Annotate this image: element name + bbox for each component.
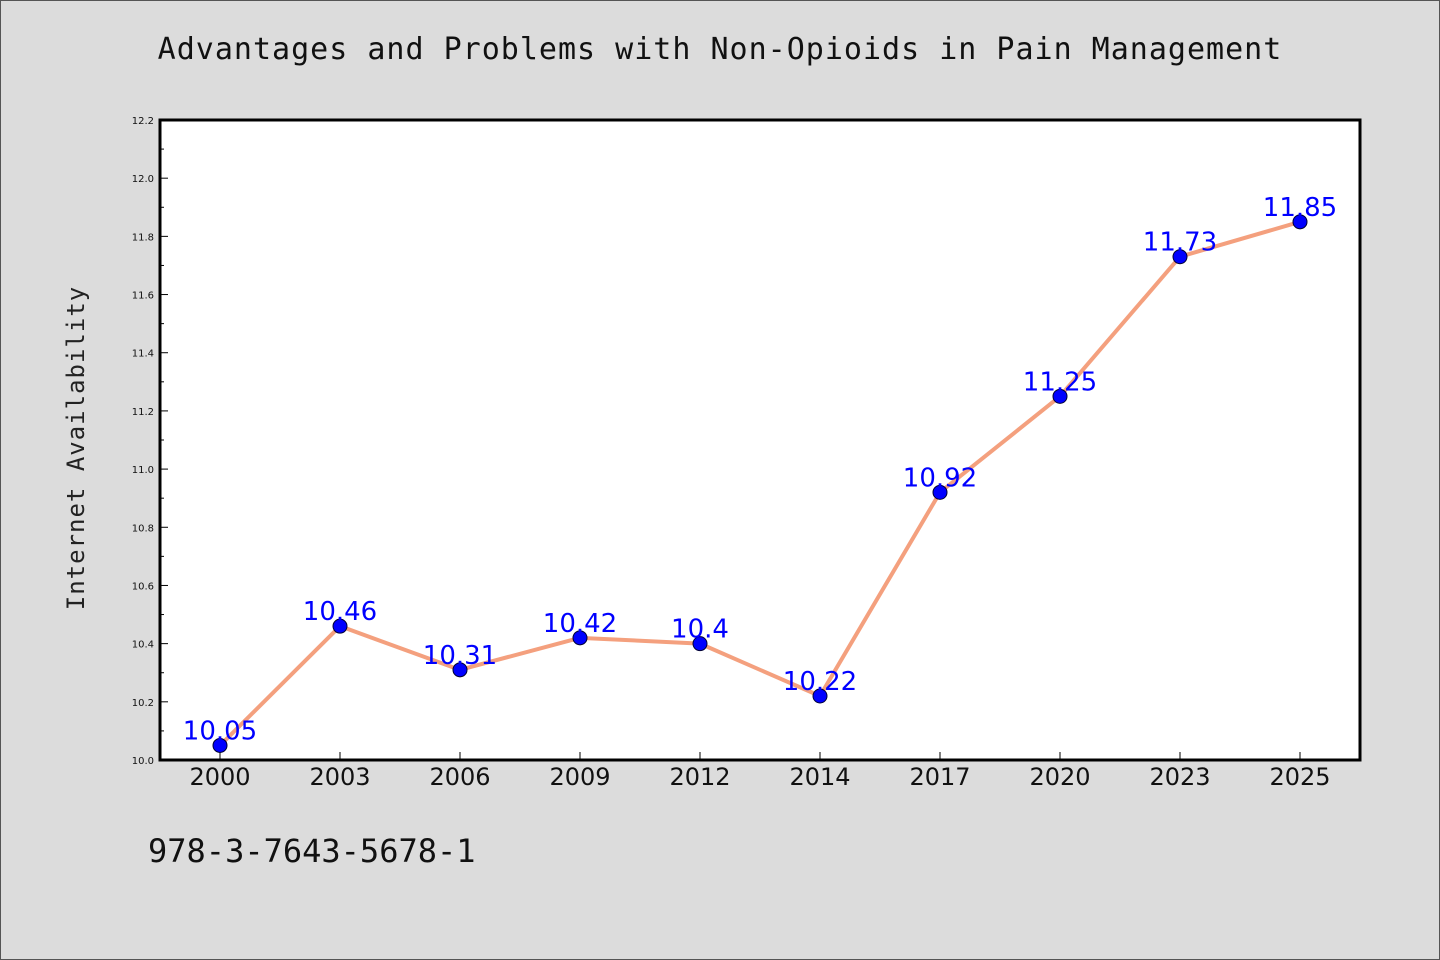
data-label: 11.85: [1263, 193, 1337, 223]
x-tick-label: 2012: [669, 763, 730, 791]
data-point: [812, 688, 828, 704]
x-tick-label: 2003: [309, 763, 370, 791]
data-point: [692, 636, 708, 652]
data-label: 10.05: [183, 716, 257, 746]
y-tick-label: 11.0: [132, 465, 154, 476]
x-tick-label: 2020: [1029, 763, 1090, 791]
y-tick-label: 10.8: [132, 523, 154, 534]
data-point: [452, 662, 468, 678]
data-point: [332, 618, 348, 634]
y-tick-label: 11.6: [132, 291, 154, 302]
data-label: 10.92: [903, 463, 977, 493]
series-line: [218, 219, 1302, 748]
x-tick-label: 2006: [429, 763, 490, 791]
y-tick-label: 12.2: [132, 116, 154, 127]
x-tick-label: 2000: [189, 763, 250, 791]
data-point: [932, 484, 948, 500]
data-point: [212, 737, 228, 753]
y-tick-label: 12.0: [132, 174, 154, 185]
data-point: [1292, 214, 1308, 230]
data-label: 10.46: [303, 597, 377, 627]
x-tick-label: 2014: [789, 763, 850, 791]
x-tick-label: 2009: [549, 763, 610, 791]
x-tick-label: 2023: [1149, 763, 1210, 791]
plot-area: [158, 118, 1362, 762]
y-tick-label: 10.4: [132, 640, 154, 651]
y-tick-label: 11.8: [132, 232, 154, 243]
data-label: 10.4: [671, 615, 729, 645]
y-tick-label: 10.6: [132, 581, 154, 592]
data-point: [1052, 388, 1068, 404]
data-label: 11.73: [1143, 228, 1217, 258]
data-point: [572, 630, 588, 646]
data-point: [1172, 249, 1188, 265]
y-tick-label: 10.2: [132, 698, 154, 709]
x-tick-label: 2025: [1269, 763, 1330, 791]
y-tick-label: 10.0: [132, 756, 154, 767]
footer-code: 978-3-7643-5678-1: [148, 832, 476, 870]
data-label: 11.25: [1023, 367, 1097, 397]
chart-title: Advantages and Problems with Non-Opioids…: [157, 32, 1283, 67]
y-tick-label: 11.4: [132, 349, 154, 360]
y-tick-label: 11.2: [132, 407, 154, 418]
x-tick-label: 2017: [909, 763, 970, 791]
data-label: 10.22: [783, 667, 857, 697]
data-label: 10.42: [543, 609, 617, 639]
data-label: 10.31: [423, 641, 497, 671]
